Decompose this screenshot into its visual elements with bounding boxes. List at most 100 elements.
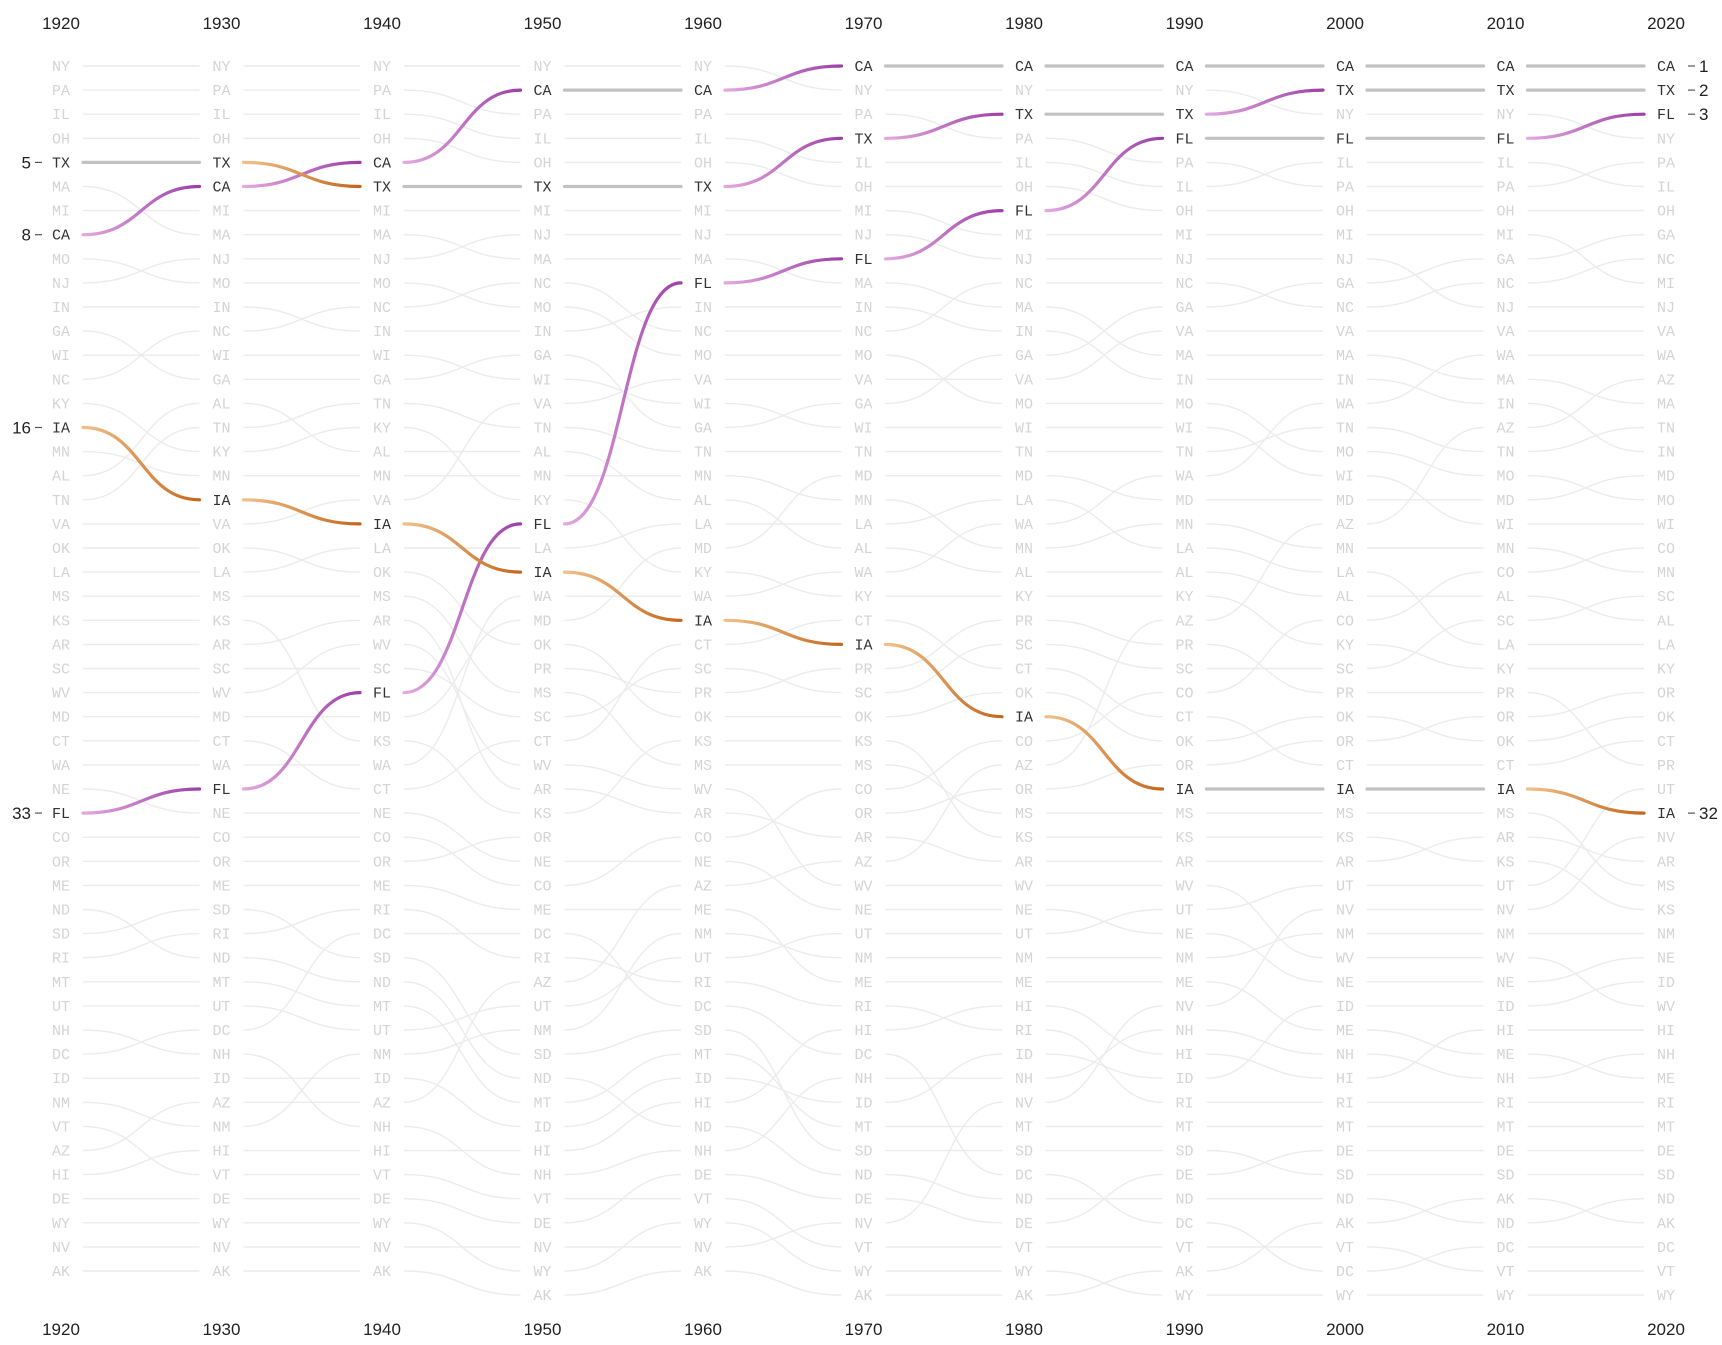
- state-code-FL-1920: FL: [52, 806, 70, 823]
- state-code-AL-1940: AL: [373, 445, 391, 462]
- state-code-WA-2020: WA: [1657, 348, 1675, 365]
- state-code-ID-1980: ID: [1015, 1047, 1033, 1064]
- bg-line-AZ-1920: [82, 1101, 200, 1152]
- state-code-MN-1980: MN: [1015, 541, 1033, 558]
- state-code-SD-1990: SD: [1175, 1144, 1193, 1161]
- state-code-AK-1990: AK: [1175, 1264, 1193, 1281]
- state-code-IN-1980: IN: [1015, 324, 1033, 341]
- bg-line-CO-1980: [1045, 691, 1163, 742]
- state-code-HI-1980: HI: [1015, 999, 1033, 1016]
- state-code-OH-1970: OH: [854, 180, 872, 197]
- state-code-PA-1940: PA: [373, 83, 391, 100]
- bg-line-ID-1970: [885, 1053, 1003, 1103]
- state-code-MI-1960: MI: [694, 204, 712, 221]
- state-code-NY-2020: NY: [1657, 131, 1675, 148]
- state-code-VA-1940: VA: [373, 493, 391, 510]
- state-code-NC-2010: NC: [1496, 276, 1514, 293]
- state-code-GA-1980: GA: [1015, 348, 1033, 365]
- state-code-GA-1920: GA: [52, 324, 70, 341]
- state-code-GA-2020: GA: [1657, 228, 1675, 245]
- state-code-NC-1950: NC: [533, 276, 551, 293]
- bg-line-ID-2010: [1527, 981, 1645, 1007]
- state-code-WA-1920: WA: [52, 758, 70, 775]
- bg-line-CT-2010: [1527, 740, 1645, 766]
- bg-line-AL-1930: [243, 402, 361, 453]
- state-code-TX-2000: TX: [1336, 83, 1354, 100]
- state-code-WY-1970: WY: [854, 1264, 872, 1281]
- state-code-NJ-1990: NJ: [1175, 252, 1193, 269]
- state-code-HI-1930: HI: [212, 1144, 230, 1161]
- state-code-NE-1980: NE: [1015, 903, 1033, 920]
- top-decade-label-1930: 1930: [203, 14, 241, 33]
- state-code-MS-2020: MS: [1657, 878, 1675, 895]
- state-code-MO-1920: MO: [52, 252, 70, 269]
- bg-line-CO-1990: [1206, 619, 1324, 694]
- state-code-GA-1990: GA: [1175, 300, 1193, 317]
- state-code-VA-2000: VA: [1336, 324, 1354, 341]
- hl-line-FL-1970: [883, 209, 1004, 261]
- state-code-RI-2000: RI: [1336, 1095, 1354, 1112]
- state-code-NV-1960: NV: [694, 1240, 712, 1257]
- state-code-WY-1940: WY: [373, 1216, 391, 1233]
- bg-line-NC-2010: [1527, 258, 1645, 284]
- state-code-VA-1990: VA: [1175, 324, 1193, 341]
- state-code-WY-2020: WY: [1657, 1288, 1675, 1305]
- state-code-OH-2000: OH: [1336, 204, 1354, 221]
- state-code-IL-1950: IL: [533, 131, 551, 148]
- state-code-OK-1980: OK: [1015, 686, 1033, 703]
- bg-line-NV-1990: [1206, 908, 1324, 1007]
- state-code-NV-1990: NV: [1175, 999, 1193, 1016]
- state-code-UT-2000: UT: [1336, 878, 1354, 895]
- state-code-MO-2020: MO: [1657, 493, 1675, 510]
- bg-line-DC-1970: [885, 1053, 1003, 1176]
- bg-line-PA-1940: [403, 89, 521, 115]
- state-code-CA-1950: CA: [533, 83, 551, 100]
- bg-line-GA-1980: [1045, 306, 1163, 356]
- bg-line-AL-1970: [885, 547, 1003, 573]
- state-code-DC-1920: DC: [52, 1047, 70, 1064]
- state-code-WI-1950: WI: [533, 372, 551, 389]
- state-code-CO-2000: CO: [1336, 613, 1354, 630]
- state-code-DC-1960: DC: [694, 999, 712, 1016]
- state-code-NC-1930: NC: [212, 324, 230, 341]
- state-code-CT-2010: CT: [1496, 758, 1514, 775]
- bg-line-HI-1990: [1206, 1053, 1324, 1079]
- state-code-MO-1940: MO: [373, 276, 391, 293]
- state-code-AL-2020: AL: [1657, 613, 1675, 630]
- state-code-DC-1930: DC: [212, 1023, 230, 1040]
- state-code-DE-1990: DE: [1175, 1168, 1193, 1185]
- state-code-ME-2000: ME: [1336, 1023, 1354, 1040]
- state-code-CT-2020: CT: [1657, 734, 1675, 751]
- state-code-TN-1960: TN: [694, 445, 712, 462]
- state-code-OH-1940: OH: [373, 131, 391, 148]
- state-code-NH-2020: NH: [1657, 1047, 1675, 1064]
- bottom-decade-label-1950: 1950: [524, 1320, 562, 1339]
- bg-line-OR-2010: [1527, 691, 1645, 718]
- state-code-UT-1930: UT: [212, 999, 230, 1016]
- state-code-NC-1940: NC: [373, 300, 391, 317]
- state-code-WV-1920: WV: [52, 686, 70, 703]
- state-code-SD-1930: SD: [212, 903, 230, 920]
- bg-line-KY-1940: [403, 426, 521, 501]
- state-code-MO-1930: MO: [212, 276, 230, 293]
- state-code-WV-1930: WV: [212, 686, 230, 703]
- state-code-AL-1970: AL: [854, 541, 872, 558]
- state-code-GA-1950: GA: [533, 348, 551, 365]
- state-code-IN-2000: IN: [1336, 372, 1354, 389]
- state-code-CO-1940: CO: [373, 830, 391, 847]
- state-code-HI-1990: HI: [1175, 1047, 1193, 1064]
- state-code-MD-2020: MD: [1657, 469, 1675, 486]
- bg-line-KS-2010: [1527, 860, 1645, 911]
- state-code-PA-1990: PA: [1175, 155, 1193, 172]
- state-code-ND-1950: ND: [533, 1071, 551, 1088]
- state-code-NH-1950: NH: [533, 1168, 551, 1185]
- state-code-TX-1920: TX: [52, 155, 70, 172]
- state-code-UT-2020: UT: [1657, 782, 1675, 799]
- state-code-IA-2000: IA: [1336, 782, 1354, 799]
- state-code-MA-1990: MA: [1175, 348, 1193, 365]
- bg-line-CO-1940: [403, 836, 521, 887]
- state-code-LA-1930: LA: [212, 565, 230, 582]
- state-code-DC-2000: DC: [1336, 1264, 1354, 1281]
- state-code-IN-1920: IN: [52, 300, 70, 317]
- state-code-WY-2010: WY: [1496, 1288, 1514, 1305]
